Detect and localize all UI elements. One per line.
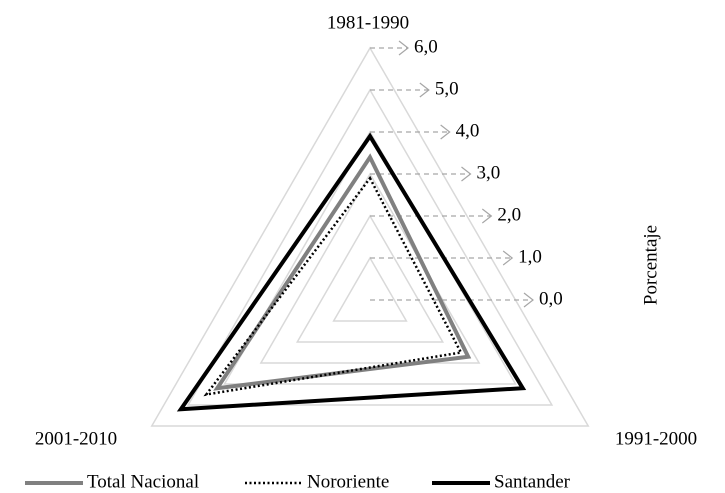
category-label: 2001-2010	[35, 428, 117, 449]
tick-label: 3,0	[477, 162, 501, 183]
tick-arrowhead	[398, 40, 409, 56]
tick-label: 2,0	[497, 204, 521, 225]
tick-arrowhead	[461, 166, 472, 182]
tick-arrowhead	[481, 208, 493, 224]
grid-ring	[259, 172, 481, 364]
tick-label: 1,0	[518, 246, 542, 267]
tick-arrowhead	[419, 82, 430, 98]
series-line	[203, 175, 463, 397]
tick-arrowhead	[440, 124, 451, 140]
tick-label: 4,0	[456, 120, 480, 141]
legend-label: Total Nacional	[87, 471, 199, 492]
tick-label: 0,0	[539, 288, 563, 309]
series-line	[213, 153, 472, 391]
legend-label: Santander	[494, 471, 571, 492]
grid-ring	[295, 214, 445, 343]
tick-arrowhead	[523, 292, 534, 308]
grid-ring	[332, 256, 408, 322]
axis-title: Porcentaje	[640, 225, 661, 305]
category-label: 1981-1990	[327, 12, 409, 33]
tick-arrowhead	[502, 250, 514, 266]
grid-ring	[150, 46, 590, 427]
tick-label: 6,0	[414, 36, 438, 57]
series-line	[176, 132, 527, 412]
category-label: 1991-2000	[615, 428, 697, 449]
tick-label: 5,0	[435, 78, 459, 99]
grid-ring	[186, 88, 554, 406]
legend-label: Nororiente	[307, 471, 389, 492]
